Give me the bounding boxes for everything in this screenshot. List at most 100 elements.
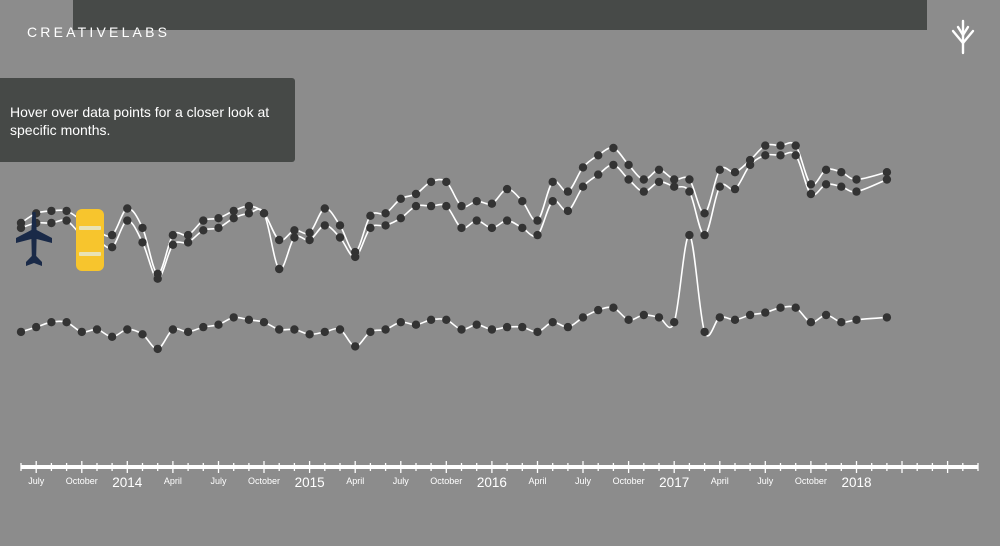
data-point[interactable] [426,201,436,211]
data-point[interactable] [229,313,238,322]
data-point[interactable] [594,170,603,179]
data-point[interactable] [548,197,557,206]
data-point[interactable] [457,325,466,334]
data-point[interactable] [685,187,694,196]
data-point[interactable] [290,325,299,334]
data-point[interactable] [700,327,709,337]
data-point[interactable] [533,230,542,240]
data-point[interactable] [62,318,71,327]
data-point[interactable] [745,160,755,170]
data-point[interactable] [214,223,223,233]
data-point[interactable] [290,226,299,235]
data-point[interactable] [518,223,527,233]
data-point[interactable] [487,325,497,334]
data-point[interactable] [791,303,800,312]
data-point[interactable] [745,310,755,320]
data-point[interactable] [715,165,724,174]
data-point[interactable] [153,274,162,283]
data-point[interactable] [366,327,375,337]
data-point[interactable] [229,206,238,216]
data-point[interactable] [806,189,816,199]
data-point[interactable] [457,223,466,233]
data-point[interactable] [16,327,26,337]
data-point[interactable] [670,175,679,184]
data-point[interactable] [502,216,512,225]
data-point[interactable] [518,322,527,332]
data-point[interactable] [837,318,846,327]
data-point[interactable] [533,216,542,225]
data-point[interactable] [578,163,588,172]
data-point[interactable] [442,315,451,324]
data-point[interactable] [548,177,557,187]
data-point[interactable] [730,168,740,177]
data-point[interactable] [821,180,831,189]
data-point[interactable] [791,141,800,150]
data-point[interactable] [821,310,831,320]
data-point[interactable] [837,168,846,177]
data-point[interactable] [609,160,618,170]
data-point[interactable] [275,264,284,274]
data-point[interactable] [244,201,254,211]
data-point[interactable] [472,197,481,206]
data-point[interactable] [214,320,223,329]
data-point[interactable] [77,327,87,337]
data-point[interactable] [609,303,618,312]
data-point[interactable] [183,327,193,337]
data-point[interactable] [654,165,664,174]
data-point[interactable] [244,209,254,218]
data-point[interactable] [62,206,71,216]
data-point[interactable] [776,151,785,160]
data-point[interactable] [123,216,132,225]
data-point[interactable] [442,201,451,211]
data-point[interactable] [290,233,299,242]
data-point[interactable] [502,322,512,332]
data-point[interactable] [320,327,329,337]
data-point[interactable] [426,177,436,187]
data-point[interactable] [335,233,345,242]
data-point[interactable] [624,160,633,170]
data-point[interactable] [138,238,147,247]
data-point[interactable] [16,223,26,233]
data-point[interactable] [837,182,846,191]
data-point[interactable] [502,184,512,194]
data-point[interactable] [776,141,785,150]
data-point[interactable] [791,151,800,160]
data-point[interactable] [47,206,56,216]
data-point[interactable] [168,325,178,334]
data-point[interactable] [624,315,633,324]
data-point[interactable] [882,313,892,322]
data-point[interactable] [275,235,284,245]
data-point[interactable] [411,189,421,199]
data-point[interactable] [47,318,56,327]
data-point[interactable] [244,315,254,324]
data-point[interactable] [183,238,193,247]
data-point[interactable] [761,151,770,160]
data-point[interactable] [320,204,329,213]
data-point[interactable] [183,230,193,240]
data-point[interactable] [381,221,390,230]
data-point[interactable] [472,320,481,329]
data-point[interactable] [700,209,709,218]
data-point[interactable] [639,187,648,196]
data-point[interactable] [138,330,147,339]
data-point[interactable] [396,214,405,223]
data-point[interactable] [609,143,618,153]
data-point[interactable] [639,310,648,320]
data-point[interactable] [229,214,238,223]
data-point[interactable] [107,230,117,240]
data-point[interactable] [730,184,740,194]
tree-logo-icon[interactable] [950,17,976,55]
data-point[interactable] [685,175,694,184]
data-point[interactable] [806,180,816,189]
data-point[interactable] [366,223,375,233]
data-point[interactable] [335,221,345,230]
data-point[interactable] [168,240,178,249]
data-point[interactable] [259,318,269,327]
data-point[interactable] [199,216,208,225]
brand-logo[interactable]: CREATIVELABS [27,24,171,40]
data-point[interactable] [351,342,360,351]
data-point[interactable] [381,209,390,218]
data-point[interactable] [594,151,603,160]
data-point[interactable] [639,175,648,184]
data-point[interactable] [214,214,223,223]
